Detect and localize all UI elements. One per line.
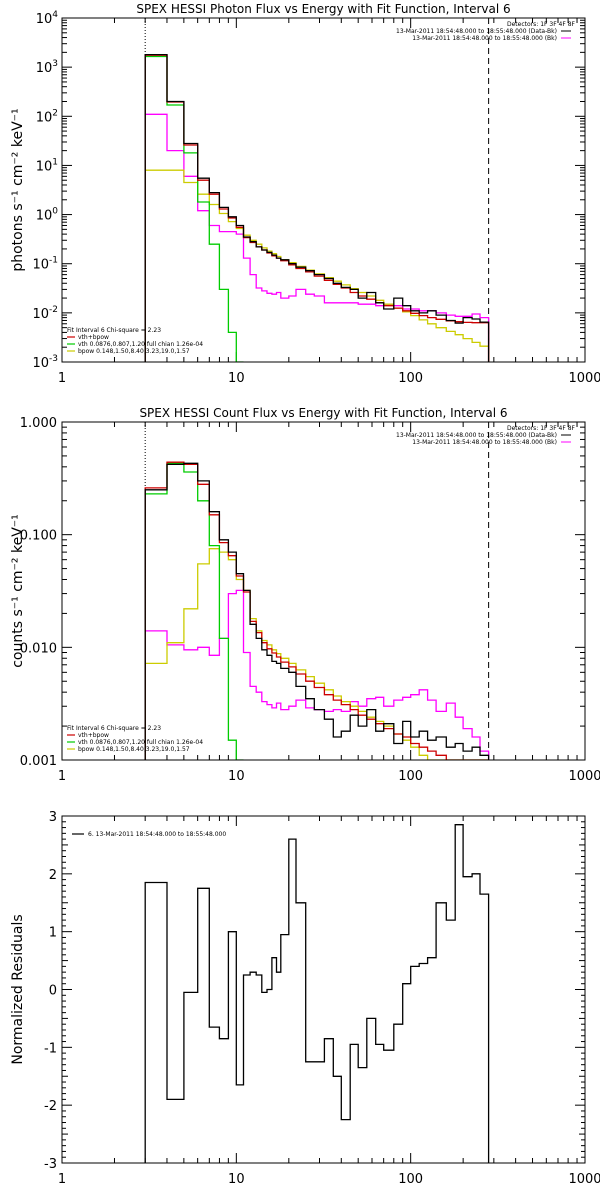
y-tick-label: -2 <box>44 1099 57 1114</box>
y-tick-label: 0.010 <box>20 641 57 656</box>
y-tick-label: 10-2 <box>32 305 58 322</box>
y-tick-label: 10-1 <box>32 256 58 273</box>
series-data-bk <box>144 462 490 760</box>
y-tick-label: 1.000 <box>20 416 57 431</box>
y-tick-exponent: -2 <box>49 305 58 315</box>
residuals-chart: Normalized Residuals 1 10 100 1000 -3 -2 -1 0 1 2 3… <box>10 810 600 1187</box>
chart-title: SPEX HESSI Count Flux vs Energy with Fit… <box>139 406 507 420</box>
x-tick-label: 1000 <box>568 371 600 386</box>
series-bk <box>144 589 490 760</box>
legend-entry: 6. 13-Mar-2011 18:54:48.000 to 18:55:48.… <box>88 831 226 838</box>
series-bk <box>144 113 490 362</box>
series-data-bk <box>144 53 490 362</box>
info-line-2: 13-Mar-2011 18:54:48.000 to 18:55:48.000… <box>412 35 557 42</box>
y-tick-label: -3 <box>44 1157 57 1172</box>
count-flux-chart: SPEX HESSI Count Flux vs Energy with Fit… <box>10 406 600 784</box>
series-6-13-mar-2011-18-54-48-000-to-18-55-48-000 <box>144 824 490 1163</box>
series-vth-bpow <box>144 54 490 362</box>
y-tick-label: 100 <box>36 207 59 224</box>
y-tick-base: 10 <box>32 258 49 273</box>
y-tick-label: 103 <box>36 59 58 76</box>
x-tick-label: 10 <box>228 769 245 784</box>
x-tick-label: 10 <box>228 371 245 386</box>
y-tick-label: -1 <box>44 1041 57 1056</box>
legend-entry-1: vth+bpow <box>78 334 109 341</box>
y-tick-exponent: 0 <box>52 207 58 217</box>
info-line-1: 13-Mar-2011 18:54:48.000 to 18:55:48.000… <box>396 432 557 439</box>
y-tick-exponent: -1 <box>49 256 58 266</box>
plot-frame <box>61 815 586 1164</box>
info-line-1: 13-Mar-2011 18:54:48.000 to 18:55:48.000… <box>396 28 557 35</box>
series-vth-bpow <box>144 461 489 760</box>
y-tick-label: 102 <box>36 108 58 125</box>
y-axis-label: photons s⁻¹ cm⁻² keV⁻¹ <box>10 108 26 271</box>
plot-frame <box>61 421 586 761</box>
y-tick-label: 104 <box>36 10 59 27</box>
y-tick-label: 10-3 <box>32 354 58 371</box>
legend-entry-1: vth+bpow <box>78 732 109 739</box>
x-tick-label: 10 <box>228 1172 245 1187</box>
series-bpow <box>144 548 489 760</box>
y-axis-label: counts s⁻¹ cm⁻² keV⁻¹ <box>10 514 26 668</box>
y-tick-base: 10 <box>32 307 49 322</box>
y-tick-label: 0.100 <box>20 529 57 544</box>
y-tick-base: 10 <box>36 61 53 76</box>
info-line-0: Detectors: 1F 3F 4F 8F <box>507 425 576 432</box>
x-tick-label: 100 <box>398 769 423 784</box>
x-tick-label: 100 <box>398 1172 423 1187</box>
plot-frame <box>61 17 586 363</box>
y-tick-exponent: -3 <box>49 354 58 364</box>
x-tick-label: 1 <box>58 1172 66 1187</box>
y-tick-label: 2 <box>49 868 57 883</box>
y-tick-label: 101 <box>36 157 58 174</box>
y-tick-label: 1 <box>49 926 57 941</box>
legend-title: Fit Interval 6 Chi-square = 2.23 <box>67 725 161 732</box>
legend-title: Fit Interval 6 Chi-square = 2.23 <box>67 327 161 334</box>
photon-flux-chart: SPEX HESSI Photon Flux vs Energy with Fi… <box>10 2 600 386</box>
y-tick-label: 3 <box>49 810 57 825</box>
series-bpow <box>144 169 490 362</box>
y-tick-base: 10 <box>32 356 49 371</box>
y-tick-exponent: 4 <box>52 10 58 20</box>
y-tick-label: 0.001 <box>20 754 57 769</box>
chart-title: SPEX HESSI Photon Flux vs Energy with Fi… <box>136 2 510 16</box>
x-tick-label: 1000 <box>568 1172 600 1187</box>
y-tick-base: 10 <box>36 12 53 27</box>
info-line-2: 13-Mar-2011 18:54:48.000 to 18:55:48.000… <box>412 439 557 446</box>
legend-entry-3: bpow 0.148,1.50,8.40,3.23,19.0,1.57 <box>78 348 190 355</box>
y-axis-label: Normalized Residuals <box>10 914 26 1064</box>
legend-entry-2: vth 0.0876,0.807,1.20 full chian 1.26e-0… <box>78 739 203 746</box>
legend-entry-2: vth 0.0876,0.807,1.20 full chian 1.26e-0… <box>78 341 203 348</box>
y-tick-exponent: 1 <box>52 157 58 167</box>
x-tick-label: 100 <box>398 371 423 386</box>
y-tick-exponent: 3 <box>52 59 58 69</box>
y-tick-base: 10 <box>36 110 53 125</box>
x-tick-label: 1 <box>58 371 66 386</box>
x-tick-label: 1000 <box>568 769 600 784</box>
y-tick-label: 0 <box>49 984 57 999</box>
y-tick-base: 10 <box>36 159 53 174</box>
info-line-0: Detectors: 1F 3F 4F 8F <box>507 21 576 28</box>
legend-entry-3: bpow 0.148,1.50,8.40,3.23,19.0,1.57 <box>78 746 190 753</box>
y-tick-base: 10 <box>36 209 53 224</box>
x-tick-label: 1 <box>58 769 66 784</box>
y-tick-exponent: 2 <box>52 108 58 118</box>
